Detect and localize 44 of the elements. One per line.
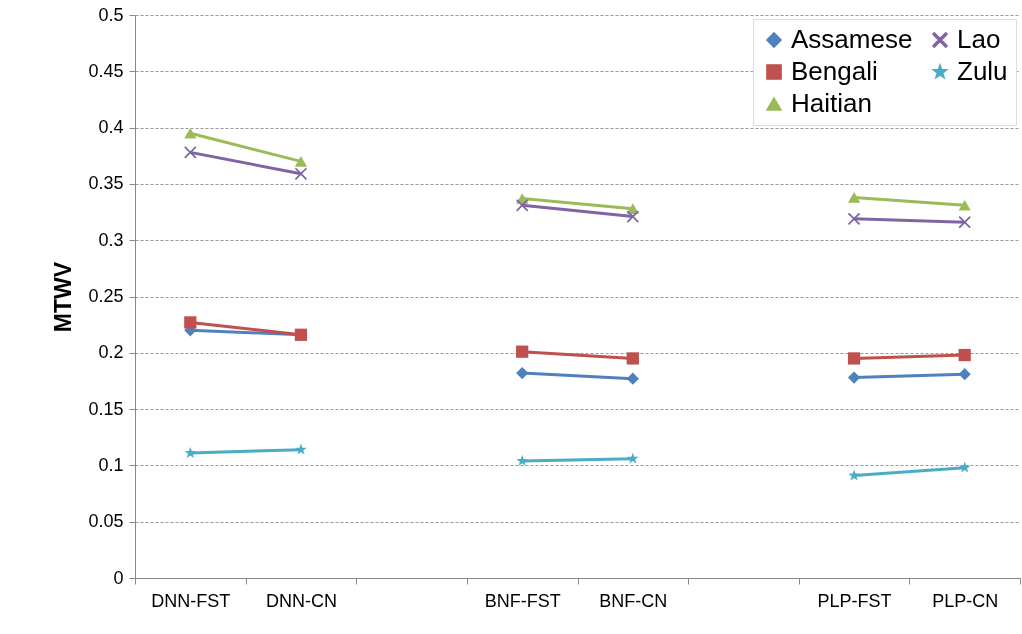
point — [184, 316, 197, 329]
point — [847, 192, 861, 203]
x-tick-label: PLP-FST — [817, 590, 892, 611]
point — [516, 345, 529, 358]
legend-label: Haitian — [791, 88, 872, 118]
y-tick-label: 0.2 — [98, 342, 124, 363]
y-tick-label: 0 — [113, 567, 124, 588]
point — [847, 212, 861, 225]
point — [294, 167, 308, 180]
point — [184, 127, 197, 139]
legend-label: Zulu — [957, 56, 1008, 86]
point — [294, 156, 308, 167]
point — [847, 352, 861, 365]
point — [516, 454, 529, 466]
y-tick-label: 0.15 — [88, 398, 124, 419]
x-tick-label: BNF-CN — [599, 590, 668, 611]
point — [184, 446, 197, 458]
y-tick-label: 0.3 — [98, 229, 124, 250]
legend-label: Lao — [957, 24, 1001, 54]
point — [847, 371, 861, 384]
point — [516, 199, 529, 212]
y-tick-label: 0.35 — [88, 173, 124, 194]
legend-label: Assamese — [791, 24, 913, 54]
y-tick-label: 0.25 — [88, 286, 124, 306]
point — [626, 352, 639, 365]
y-tick-label: 0.5 — [98, 4, 124, 25]
point — [958, 199, 971, 211]
x-tick-label: PLP-CN — [932, 590, 999, 611]
x-tick-label: BNF-FST — [484, 590, 561, 611]
y-tick-label: 0.05 — [88, 511, 124, 532]
point — [295, 443, 307, 455]
y-tick-label: 0.4 — [98, 117, 124, 138]
point — [626, 452, 639, 464]
x-tick-label: DNN-FST — [151, 590, 231, 611]
y-tick-label: 0.45 — [88, 60, 124, 81]
y-axis-title: MTWV — [50, 261, 77, 333]
point — [516, 366, 529, 380]
x-tick-label: DNN-CN — [265, 590, 337, 611]
point — [958, 461, 971, 473]
point — [184, 146, 197, 159]
point — [958, 348, 971, 362]
y-tick-label: 0.1 — [98, 454, 124, 475]
legend-label: Bengali — [791, 56, 878, 86]
point — [958, 216, 971, 229]
